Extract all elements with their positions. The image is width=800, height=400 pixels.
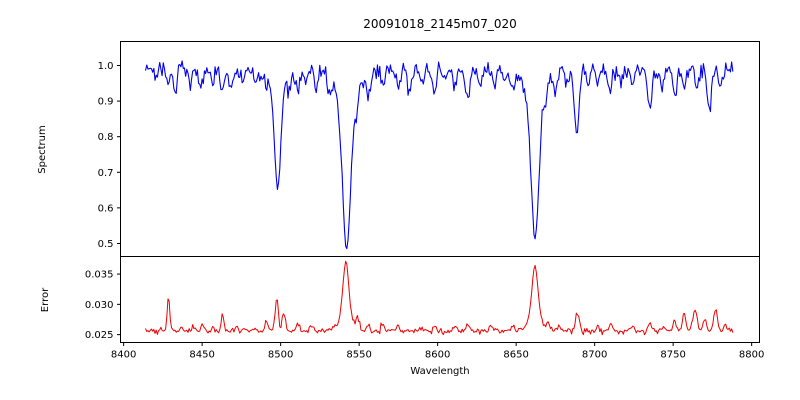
spectrum-line: [145, 60, 734, 250]
x-tick-label: 8500: [268, 350, 293, 361]
data-series-layer: [145, 60, 734, 336]
y-tick-label: 0.035: [85, 270, 114, 281]
x-tick-label: 8750: [660, 350, 685, 361]
y-tick-label: 1.0: [98, 61, 114, 72]
y-tick-label: 0.030: [85, 300, 114, 311]
y-tick-label: 0.6: [98, 203, 114, 214]
y-tick-label: 0.7: [98, 168, 114, 179]
y-tick-label: 0.025: [85, 330, 114, 341]
x-tick-label: 8700: [582, 350, 607, 361]
y-axis-label-error: Error: [40, 287, 51, 312]
y-tick-label: 0.9: [98, 97, 114, 108]
x-tick-label: 8450: [189, 350, 214, 361]
panel-spine-error: [120, 256, 760, 343]
y-axis-label-spectrum: Spectrum: [37, 125, 48, 173]
x-tick-label: 8800: [739, 350, 764, 361]
y-tick-label: 0.5: [98, 239, 114, 250]
y-tick-label: 0.8: [98, 132, 114, 143]
axes-spines-ticks-layer: 1.0 0.9 0.8 0.7 0.6 0.5 0.035 0.030 0.025 8400 845…: [85, 41, 764, 361]
x-tick-label: 8650: [503, 350, 528, 361]
error-line: [145, 260, 734, 336]
x-axis-label: Wavelength: [410, 366, 469, 377]
x-tick-label: 8550: [346, 350, 371, 361]
chart-title: 20091018_2145m07_020: [363, 17, 516, 31]
x-tick-label: 8400: [111, 350, 136, 361]
x-tick-label: 8600: [425, 350, 450, 361]
